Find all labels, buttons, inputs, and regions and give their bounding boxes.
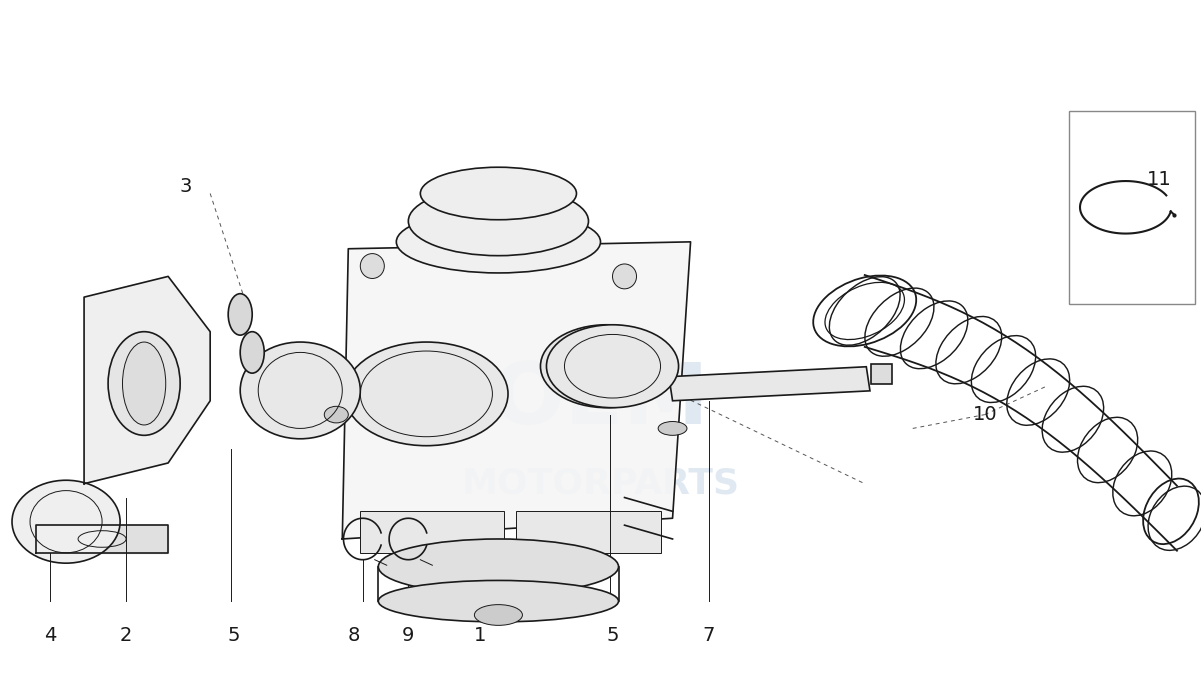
Text: 8: 8 [348,626,360,645]
Ellipse shape [324,406,348,423]
Bar [360,511,504,553]
Text: 9: 9 [402,626,414,645]
Ellipse shape [378,539,619,594]
Ellipse shape [546,325,679,408]
Text: 5: 5 [607,626,619,645]
Text: 7: 7 [703,626,715,645]
Ellipse shape [420,167,576,220]
Text: MOTORPARTS: MOTORPARTS [461,466,740,501]
Text: 2: 2 [120,626,132,645]
Ellipse shape [345,342,508,446]
Ellipse shape [540,325,673,408]
Ellipse shape [240,342,360,439]
Text: 11: 11 [1147,170,1171,189]
Polygon shape [84,276,210,484]
Ellipse shape [12,480,120,563]
Ellipse shape [408,187,588,256]
Bar [871,364,892,384]
Text: 3: 3 [180,177,192,196]
Ellipse shape [360,254,384,278]
Text: 4: 4 [44,626,56,645]
Ellipse shape [378,580,619,622]
Ellipse shape [613,264,637,289]
Text: 5: 5 [228,626,240,645]
Ellipse shape [658,422,687,435]
Text: 10: 10 [973,405,997,424]
Bar [1069,111,1195,304]
Ellipse shape [108,332,180,435]
Bar [516,511,661,553]
Text: OEM: OEM [491,359,710,442]
Ellipse shape [474,605,522,625]
Bar [669,367,870,401]
Polygon shape [342,242,691,539]
Polygon shape [36,525,168,553]
Ellipse shape [240,332,264,373]
Text: 1: 1 [474,626,486,645]
Ellipse shape [123,342,166,425]
Ellipse shape [396,211,600,273]
Ellipse shape [228,294,252,335]
